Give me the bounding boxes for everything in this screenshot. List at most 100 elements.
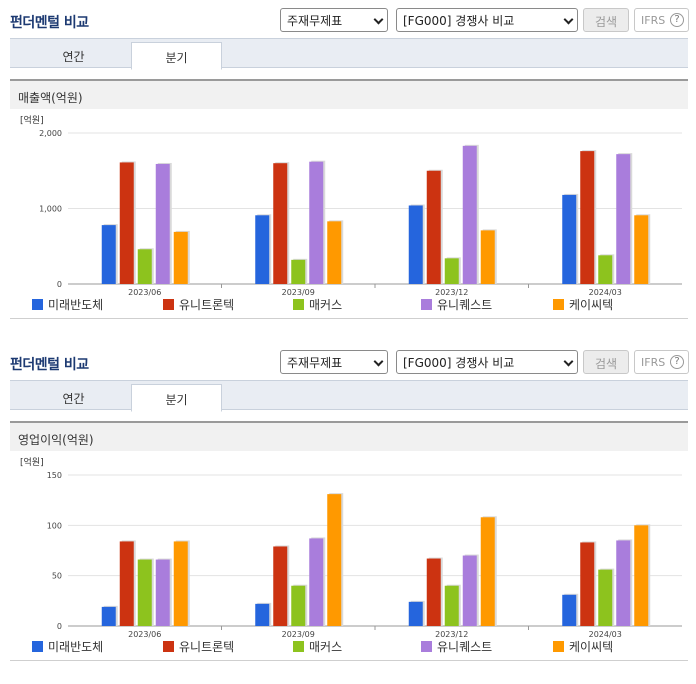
search-button[interactable]: 검색 [583,8,629,32]
tab-quarterly[interactable]: 분기 [131,42,222,70]
bar[interactable] [273,163,288,284]
bar[interactable] [408,205,423,284]
y-tick-label: 1,000 [39,205,62,214]
panel-header: 펀더멘털 비교 주재무제표 [FG000] 경쟁사 비교 검색 IFRS ? [0,0,696,38]
tab-quarterly[interactable]: 분기 [131,384,222,412]
panel-header: 펀더멘털 비교 주재무제표 [FG000] 경쟁사 비교 검색 IFRS ? [0,342,696,380]
legend-swatch [553,641,564,652]
legend-item[interactable]: 매커스 [293,638,342,655]
legend-swatch [421,299,432,310]
revenue-chart: [억원] 0 1,000 2,000 2023/06 2023/09 2023/12 2024… [10,109,688,319]
statement-type-value: 주재무제표 [287,356,343,370]
legend-label: 케이씨텍 [569,640,614,654]
legend-item[interactable]: 유니트론텍 [163,638,234,655]
bar[interactable] [173,231,188,284]
help-icon: ? [670,13,684,27]
bar[interactable] [408,601,423,626]
bar[interactable] [255,603,270,626]
bar[interactable] [580,151,595,284]
bar[interactable] [634,215,649,284]
operating-profit-chart: [억원] 0 50 100 150 2023/06 2023/09 2023/12 2024/0… [10,451,688,661]
legend-swatch [553,299,564,310]
legend-label: 유니트론텍 [179,298,235,312]
x-tick-label: 2023/06 [128,630,161,639]
unit-label: [억원] [20,456,44,468]
ifrs-help-button[interactable]: IFRS ? [634,350,689,374]
y-tick-label: 0 [57,622,62,631]
bar[interactable] [309,161,324,284]
legend-label: 매커스 [309,640,343,654]
bar[interactable] [462,145,477,284]
legend-item[interactable]: 미래반도체 [32,638,103,655]
bar[interactable] [327,494,342,626]
bar[interactable] [444,585,459,626]
bar[interactable] [119,541,134,626]
ifrs-label: IFRS [641,14,666,27]
section-title: 영업이익(억원) [10,421,688,451]
bar[interactable] [291,585,306,626]
bar[interactable] [444,258,459,284]
bar[interactable] [426,558,441,626]
bar[interactable] [291,259,306,284]
bar[interactable] [309,538,324,626]
bar[interactable] [598,255,613,284]
bar[interactable] [562,194,577,284]
legend-item[interactable]: 미래반도체 [32,296,103,313]
peer-group-select[interactable]: [FG000] 경쟁사 비교 [396,8,578,32]
statement-type-select[interactable]: 주재무제표 [280,8,388,32]
bar[interactable] [273,546,288,626]
bar[interactable] [155,559,170,626]
tab-annual[interactable]: 연간 [62,392,85,406]
legend-item[interactable]: 매커스 [293,296,342,313]
y-tick-label: 0 [57,280,62,289]
bar[interactable] [327,221,342,284]
legend-item[interactable]: 케이씨텍 [553,296,613,313]
bar[interactable] [119,162,134,284]
bar[interactable] [426,170,441,284]
bar[interactable] [155,163,170,284]
bar[interactable] [137,559,152,626]
peer-group-select[interactable]: [FG000] 경쟁사 비교 [396,350,578,374]
statement-type-value: 주재무제표 [287,14,343,28]
y-tick-label: 100 [47,521,62,530]
bar[interactable] [173,541,188,626]
x-tick-label: 2024/03 [589,288,622,297]
legend-label: 케이씨텍 [569,298,614,312]
bar[interactable] [616,154,631,284]
period-tabs: 연간 분기 [10,38,688,70]
statement-type-select[interactable]: 주재무제표 [280,350,388,374]
bar[interactable] [101,606,116,626]
bar[interactable] [480,517,495,626]
ifrs-help-button[interactable]: IFRS ? [634,8,689,32]
bar[interactable] [480,230,495,284]
panel-title: 펀더멘털 비교 [10,357,89,373]
legend-label: 유니퀘스트 [437,640,493,654]
operating-profit-chart-plot: [억원] 0 50 100 150 2023/06 2023/09 2023/12 2024/0… [20,456,682,639]
legend-swatch [293,641,304,652]
legend-item[interactable]: 유니퀘스트 [421,638,492,655]
legend-swatch [163,641,174,652]
panel-title: 펀더멘털 비교 [10,15,89,31]
legend-swatch [32,299,43,310]
legend-item[interactable]: 케이씨텍 [553,638,613,655]
bar[interactable] [101,225,116,284]
search-button[interactable]: 검색 [583,350,629,374]
legend-item[interactable]: 유니트론텍 [163,296,234,313]
y-tick-label: 150 [47,471,62,480]
bar[interactable] [137,249,152,284]
x-tick-label: 2023/09 [282,288,315,297]
bar[interactable] [616,540,631,626]
legend-item[interactable]: 유니퀘스트 [421,296,492,313]
tab-annual[interactable]: 연간 [62,50,85,64]
bar[interactable] [462,555,477,626]
bar[interactable] [634,525,649,626]
legend-swatch [163,299,174,310]
fundamental-panel-2: 펀더멘털 비교 주재무제표 [FG000] 경쟁사 비교 검색 IFRS ? 연… [0,342,696,661]
revenue-chart-plot: [억원] 0 1,000 2,000 2023/06 2023/09 2023/12 2024… [20,114,682,297]
peer-group-value: [FG000] 경쟁사 비교 [403,14,515,28]
bar[interactable] [562,594,577,626]
bar[interactable] [255,215,270,284]
bar[interactable] [580,542,595,626]
period-tabs: 연간 분기 [10,380,688,412]
bar[interactable] [598,569,613,626]
